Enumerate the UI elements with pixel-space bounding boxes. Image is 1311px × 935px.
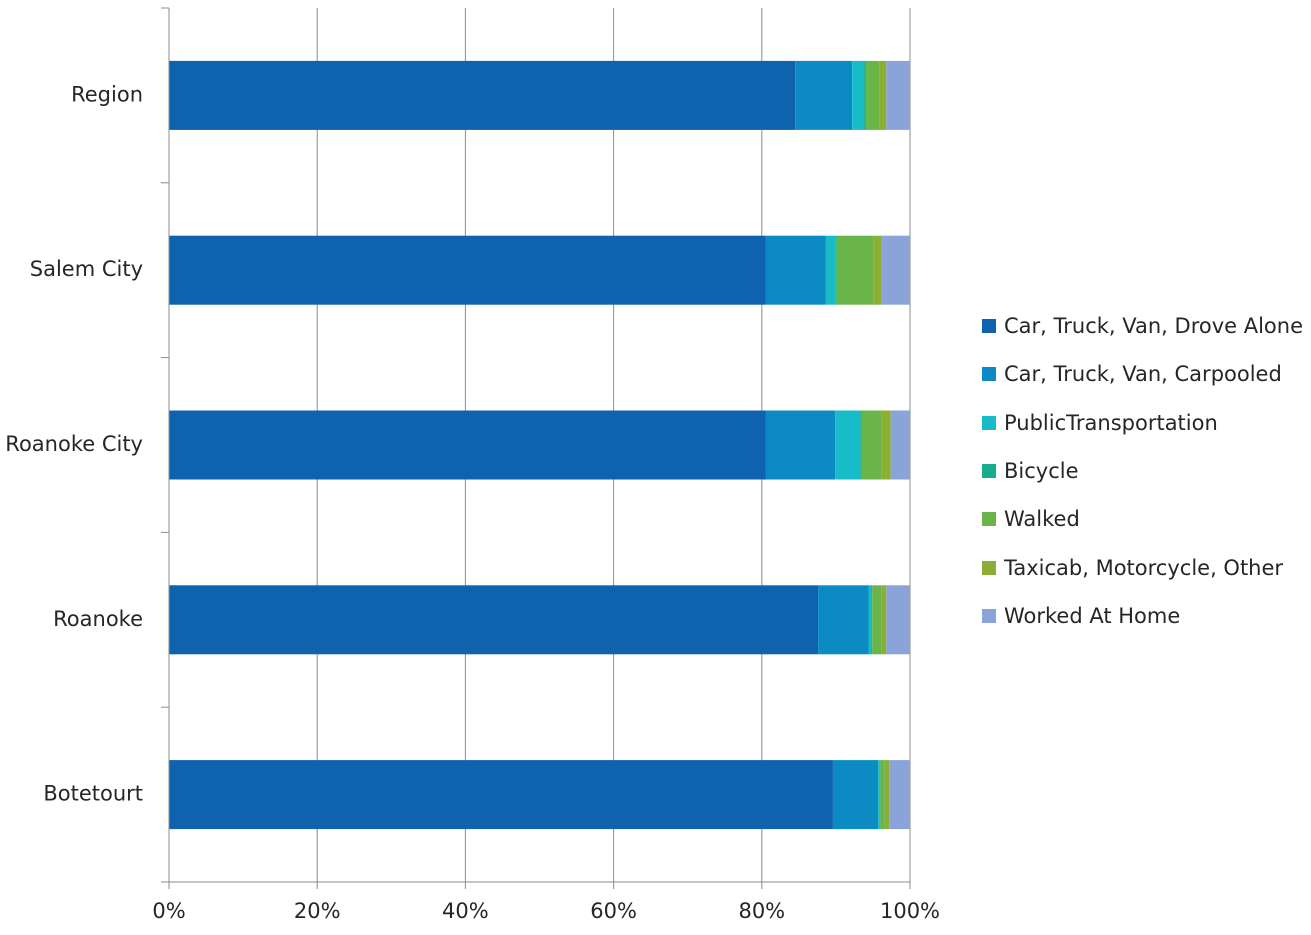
- bar-segment-3: [864, 60, 866, 130]
- bar-segment-2: [878, 760, 880, 830]
- legend-label: Walked: [1004, 507, 1080, 532]
- bar-segment-3: [835, 235, 837, 305]
- legend-item: PublicTransportation: [982, 399, 1311, 447]
- bar-segment-1: [818, 585, 869, 655]
- bar-segment-6: [889, 760, 910, 830]
- bar-segment-0: [169, 235, 766, 305]
- bar-segment-2: [835, 410, 861, 480]
- legend-label: Worked At Home: [1004, 603, 1181, 628]
- legend-label: Car, Truck, Van, Drove Alone: [1004, 314, 1304, 339]
- x-tick-label: 20%: [294, 899, 341, 923]
- legend-item: Bicycle: [982, 447, 1311, 495]
- category-label: Botetourt: [43, 782, 143, 806]
- bar-segment-4: [880, 760, 885, 830]
- bar-segment-6: [881, 235, 910, 305]
- bar-segment-1: [795, 60, 853, 130]
- chart-legend: Car, Truck, Van, Drove Alone Car, Truck, …: [982, 302, 1311, 640]
- bar-segment-0: [169, 585, 819, 655]
- bar-segment-5: [884, 760, 890, 830]
- legend-swatch: [982, 608, 996, 623]
- bar-segment-2: [825, 235, 836, 305]
- x-tick-label: 0%: [152, 899, 185, 923]
- legend-swatch: [982, 560, 996, 575]
- category-label: Roanoke: [53, 607, 143, 631]
- x-tick-label: 60%: [590, 899, 637, 923]
- legend-item: Worked At Home: [982, 592, 1311, 640]
- legend-swatch: [982, 464, 996, 479]
- bar-segment-5: [873, 235, 882, 305]
- legend-swatch: [982, 367, 996, 382]
- bar-segment-4: [861, 410, 882, 480]
- legend-item: Walked: [982, 495, 1311, 543]
- x-tick-label: 40%: [442, 899, 489, 923]
- bar-segment-3: [871, 585, 873, 655]
- legend-item: Car, Truck, Van, Drove Alone: [982, 302, 1311, 350]
- bar-segment-5: [879, 60, 887, 130]
- legend-label: Bicycle: [1004, 459, 1079, 484]
- bar-segment-4: [836, 235, 874, 305]
- legend-label: PublicTransportation: [1004, 410, 1218, 435]
- bar-segment-2: [852, 60, 865, 130]
- bar-segment-4: [865, 60, 880, 130]
- legend-swatch: [982, 319, 996, 334]
- category-label: Salem City: [30, 257, 143, 281]
- x-tick-label: 80%: [738, 899, 785, 923]
- category-label: Region: [71, 82, 143, 106]
- x-tick-label: 100%: [880, 899, 940, 923]
- bar-segment-6: [886, 60, 910, 130]
- category-label: Roanoke City: [5, 432, 143, 456]
- bar-segment-3: [860, 410, 862, 480]
- bar-segment-6: [886, 585, 910, 655]
- bar-segment-3: [879, 760, 881, 830]
- legend-label: Car, Truck, Van, Carpooled: [1004, 362, 1282, 387]
- bar-segment-2: [868, 585, 872, 655]
- legend-swatch: [982, 415, 996, 430]
- bar-segment-0: [169, 60, 796, 130]
- bar-segment-4: [872, 585, 882, 655]
- bar-segment-0: [169, 760, 833, 830]
- bar-segment-1: [832, 760, 879, 830]
- bar-segment-6: [890, 410, 910, 480]
- legend-swatch: [982, 512, 996, 527]
- bar-segment-0: [169, 410, 766, 480]
- bar-segment-1: [765, 410, 836, 480]
- bar-segment-5: [881, 585, 887, 655]
- legend-item: Taxicab, Motorcycle, Other: [982, 543, 1311, 591]
- bar-segment-5: [881, 410, 891, 480]
- legend-item: Car, Truck, Van, Carpooled: [982, 350, 1311, 398]
- legend-label: Taxicab, Motorcycle, Other: [1004, 555, 1284, 580]
- bar-segment-1: [765, 235, 826, 305]
